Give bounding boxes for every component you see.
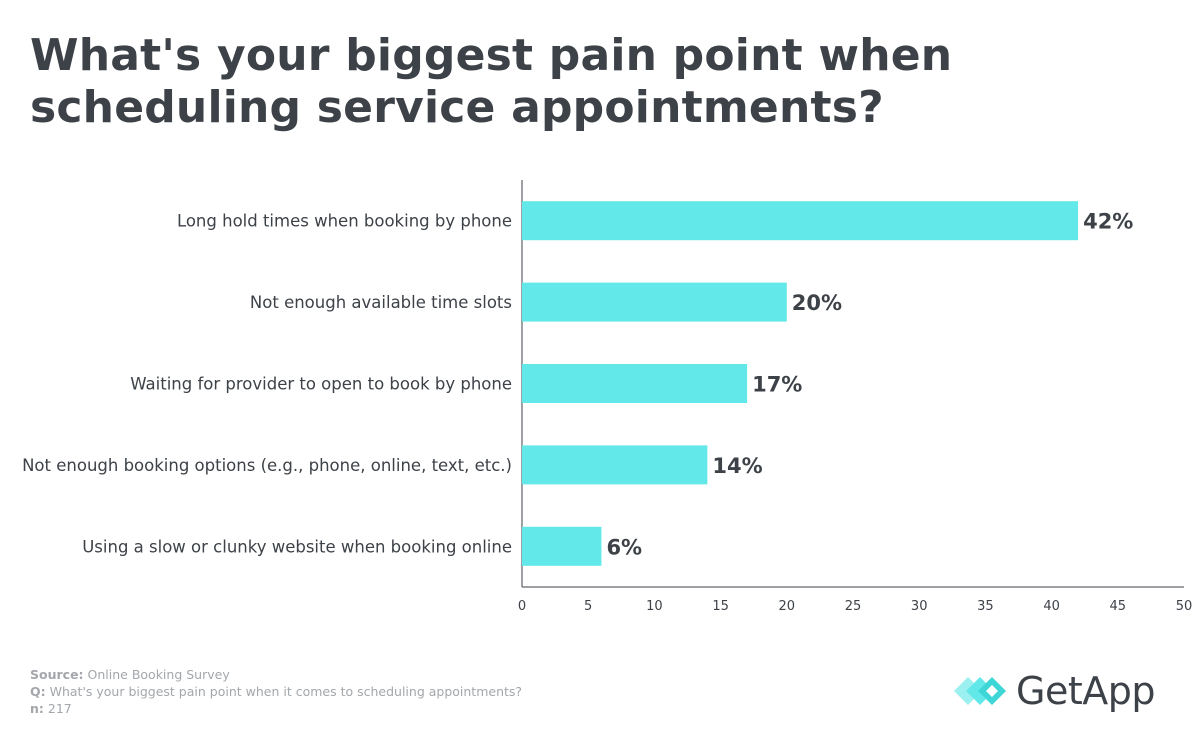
x-tick-label: 15 <box>712 599 729 614</box>
x-tick-label: 10 <box>646 599 663 614</box>
x-tick-label: 50 <box>1176 599 1193 614</box>
value-label: 6% <box>606 535 642 559</box>
x-tick-label: 35 <box>977 599 994 614</box>
bar <box>522 201 1079 241</box>
value-label: 17% <box>752 373 802 397</box>
source-value: Online Booking Survey <box>87 667 230 682</box>
x-tick-label: 40 <box>1043 599 1060 614</box>
x-tick-label: 45 <box>1110 599 1127 614</box>
category-label: Waiting for provider to open to book by … <box>130 375 512 394</box>
getapp-chevron-logo-icon <box>954 677 1006 705</box>
bar <box>522 364 748 403</box>
sample-size-line: n: 217 <box>30 700 522 717</box>
chart-title: What's your biggest pain point when sche… <box>30 30 953 133</box>
source-line: Source: Online Booking Survey <box>30 666 522 683</box>
x-tick-label: 20 <box>779 599 796 614</box>
sample-size-label: n: <box>30 701 44 716</box>
question-line: Q: What's your biggest pain point when i… <box>30 683 522 700</box>
x-tick-label: 25 <box>845 599 862 614</box>
x-tick-label: 0 <box>518 599 526 614</box>
bar-chart: 0 5 10 15 20 25 30 35 40 45 50 Long hold times when… <box>22 180 1193 614</box>
value-label: 14% <box>712 454 762 478</box>
question-value: What's your biggest pain point when it c… <box>49 684 523 699</box>
category-label: Long hold times when booking by phone <box>177 212 512 231</box>
value-label: 20% <box>792 291 842 315</box>
bar <box>522 282 787 322</box>
category-label: Not enough booking options (e.g., phone,… <box>22 456 512 475</box>
x-tick-label: 30 <box>911 599 928 614</box>
category-label: Using a slow or clunky website when book… <box>82 537 512 556</box>
logo-text: GetApp <box>1016 669 1155 713</box>
bar <box>522 526 602 566</box>
bar <box>522 445 708 485</box>
value-label: 42% <box>1083 210 1133 234</box>
x-tick-label: 5 <box>584 599 592 614</box>
question-label: Q: <box>30 684 46 699</box>
sample-size-value: 217 <box>47 701 72 716</box>
getapp-logo: GetApp <box>952 664 1155 718</box>
chart-footer: Source: Online Booking Survey Q: What's … <box>30 666 522 717</box>
category-label: Not enough available time slots <box>250 293 512 312</box>
source-label: Source: <box>30 667 84 682</box>
